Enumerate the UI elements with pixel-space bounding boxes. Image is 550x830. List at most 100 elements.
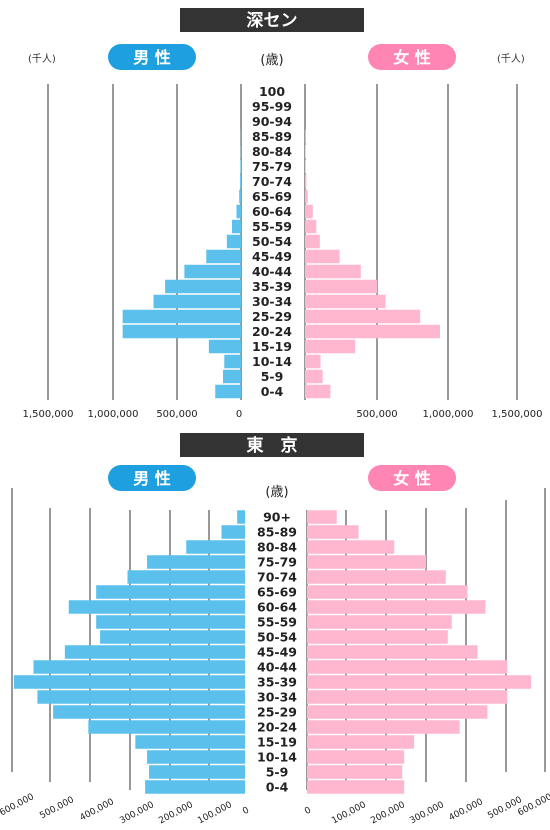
shenzhen-age-label: 85-89 [252, 129, 292, 144]
tokyo-male-pill [108, 465, 196, 491]
tokyo-age-label: 50-54 [257, 630, 297, 645]
shenzhen-female-bar [305, 264, 361, 279]
shenzhen-male-bar [224, 354, 241, 369]
shenzhen-male-bar [240, 174, 241, 189]
tokyo-age-label: 45-49 [257, 645, 297, 660]
tokyo-female-bar [307, 570, 446, 584]
tokyo-tick-right: 100,000 [330, 800, 368, 826]
tokyo-female-bar [307, 750, 405, 764]
shenzhen-age-label: 75-79 [252, 159, 292, 174]
shenzhen-age-label: 90-94 [252, 114, 292, 129]
shenzhen-pyramid: 深セン (千人) (千人) 男 性 女 性 (歳) 10095-9990-948… [23, 8, 543, 420]
shenzhen-female-bar [305, 354, 321, 369]
tokyo-age-label: 80-84 [257, 540, 297, 555]
shenzhen-female-bar [305, 249, 340, 264]
tokyo-male-bar [221, 525, 245, 539]
shenzhen-age-label: 0-4 [261, 384, 284, 399]
shenzhen-age-labels: 10095-9990-9485-8980-8475-7970-7465-6960… [252, 84, 292, 399]
tokyo-age-label: 10-14 [257, 750, 297, 765]
tokyo-age-label: 30-34 [257, 690, 297, 705]
tokyo-male-bar [64, 645, 245, 659]
shenzhen-male-bar [208, 339, 241, 354]
tokyo-male-bar [68, 600, 245, 614]
shenzhen-age-label: 55-59 [252, 219, 292, 234]
shenzhen-female-bar [305, 279, 378, 294]
tokyo-tick-right: 200,000 [369, 800, 407, 826]
shenzhen-bars [122, 129, 440, 399]
tokyo-age-label: 5-9 [266, 765, 289, 780]
shenzhen-age-label: 5-9 [261, 369, 284, 384]
shenzhen-age-label: 45-49 [252, 249, 292, 264]
shenzhen-female-bar [305, 384, 331, 399]
tokyo-female-bar [307, 645, 478, 659]
tokyo-female-bar [307, 615, 452, 629]
tokyo-male-bar [186, 540, 245, 554]
tokyo-female-bar [307, 780, 405, 794]
shenzhen-female-bar [305, 174, 307, 189]
shenzhen-male-label: 男 性 [133, 48, 171, 67]
shenzhen-male-bar [226, 234, 241, 249]
tokyo-x-ticks: 600,000 500,000 400,000 300,000 200,000 … [0, 792, 550, 826]
tokyo-age-unit: (歳) [265, 485, 288, 500]
tokyo-female-bar [307, 630, 448, 644]
tokyo-female-bar [307, 600, 486, 614]
shenzhen-male-bar [231, 219, 241, 234]
shenzhen-title-bar [180, 8, 364, 32]
tokyo-male-bar [88, 720, 245, 734]
shenzhen-age-label: 65-69 [252, 189, 292, 204]
shenzhen-female-pill [368, 44, 456, 70]
shenzhen-unit-left: (千人) [28, 53, 56, 65]
shenzhen-age-label: 95-99 [252, 99, 292, 114]
tokyo-title: 東 京 [247, 435, 298, 456]
tokyo-male-bar [149, 765, 245, 779]
shenzhen-tick-left: 1,500,000 [23, 409, 74, 420]
tokyo-female-bar [307, 555, 426, 569]
tokyo-age-label: 40-44 [257, 660, 297, 675]
tokyo-age-label: 0-4 [266, 780, 289, 795]
tokyo-female-bar [307, 525, 359, 539]
shenzhen-age-label: 80-84 [252, 144, 292, 159]
tokyo-male-bar [147, 555, 245, 569]
tokyo-female-bar [307, 585, 468, 599]
tokyo-age-label: 70-74 [257, 570, 297, 585]
shenzhen-female-bar [305, 339, 356, 354]
tokyo-female-bar [307, 735, 415, 749]
shenzhen-tick-left: 500,000 [156, 409, 197, 420]
tokyo-male-bar [13, 675, 245, 689]
tokyo-female-pill [368, 465, 456, 491]
tokyo-female-bar [307, 690, 508, 704]
shenzhen-male-bar [184, 264, 241, 279]
shenzhen-age-label: 70-74 [252, 174, 292, 189]
tokyo-male-bar [100, 630, 245, 644]
tokyo-male-bar [145, 780, 245, 794]
tokyo-age-label: 25-29 [257, 705, 297, 720]
shenzhen-age-label: 60-64 [252, 204, 292, 219]
shenzhen-female-label: 女 性 [393, 48, 431, 67]
tokyo-age-label: 90+ [263, 510, 291, 525]
tokyo-male-bar [135, 735, 245, 749]
shenzhen-age-label: 35-39 [252, 279, 292, 294]
shenzhen-male-bar [236, 204, 241, 219]
tokyo-tick-left: 100,000 [196, 800, 234, 826]
tokyo-age-label: 55-59 [257, 615, 297, 630]
tokyo-female-bar [307, 675, 532, 689]
shenzhen-female-bar [305, 324, 440, 339]
tokyo-age-label: 15-19 [257, 735, 297, 750]
tokyo-age-label: 85-89 [257, 525, 297, 540]
tokyo-female-bar [307, 765, 403, 779]
tokyo-title-bar [180, 433, 364, 457]
shenzhen-tick-right: 500,000 [356, 409, 397, 420]
shenzhen-male-bar [222, 369, 241, 384]
shenzhen-tick-right: 1,500,000 [492, 409, 543, 420]
shenzhen-age-label: 30-34 [252, 294, 292, 309]
tokyo-male-bar [96, 585, 246, 599]
shenzhen-male-bar [122, 324, 241, 339]
tokyo-tick-right: 400,000 [447, 797, 485, 823]
shenzhen-male-bar [153, 294, 241, 309]
tokyo-age-labels: 90+85-8980-8475-7970-7465-6960-6455-5950… [257, 510, 297, 795]
tokyo-female-bar [307, 705, 488, 719]
shenzhen-title: 深セン [247, 10, 298, 31]
shenzhen-female-bar [305, 189, 308, 204]
shenzhen-unit-right: (千人) [497, 53, 525, 65]
